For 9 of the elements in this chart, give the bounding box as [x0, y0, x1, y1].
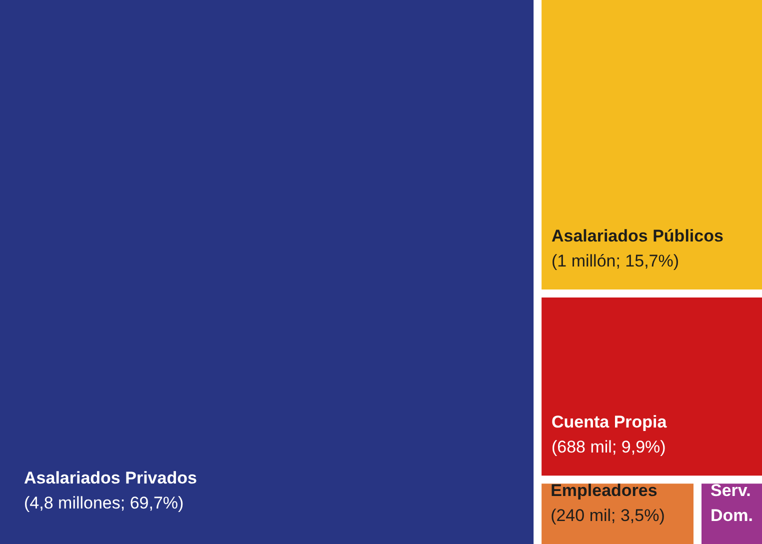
category-label: Asalariados Privados [24, 468, 197, 488]
category-label: Asalariados Públicos [551, 226, 724, 246]
data-label: (1 millón; 15,7%) [551, 252, 680, 270]
category-label: Cuenta Propia [551, 412, 668, 432]
category-label: Empleadores [550, 481, 658, 500]
category-label: Serv. Dom. [710, 481, 753, 525]
data-label: (4,8 millones; 69,7%) [24, 494, 184, 513]
data-label: (240 mil; 3,5%) [550, 506, 665, 525]
data-label: (688 mil; 9,9%) [551, 438, 666, 457]
